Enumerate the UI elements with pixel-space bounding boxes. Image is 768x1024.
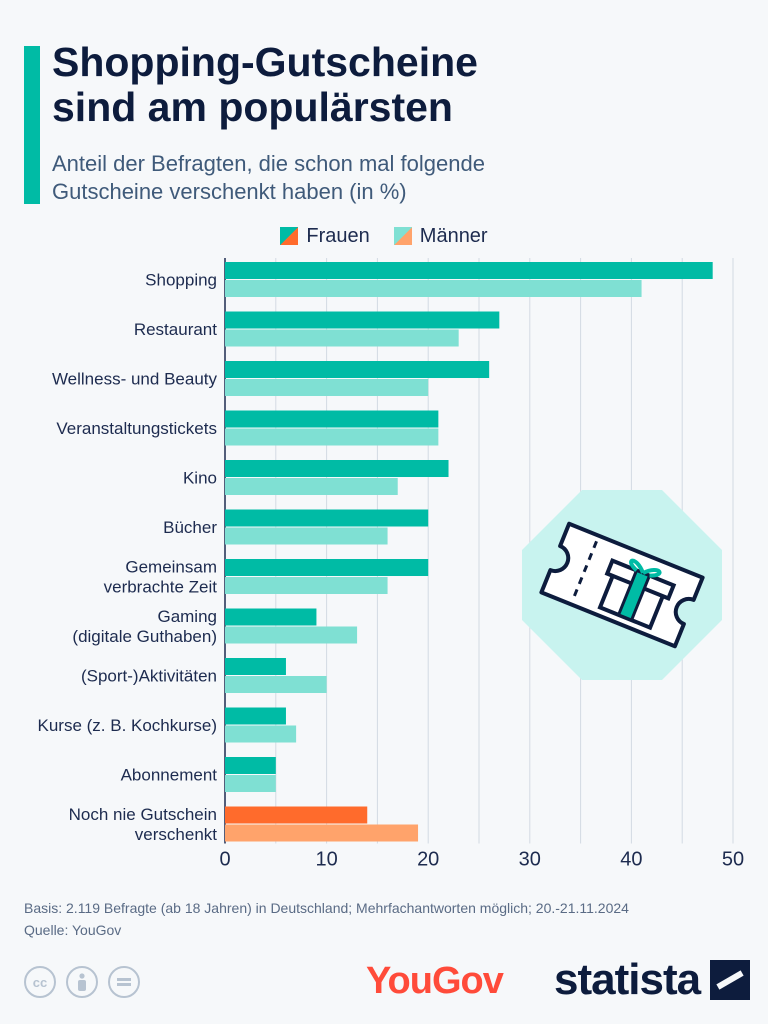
chart-title: Shopping-Gutscheine sind am populärsten <box>52 40 732 130</box>
category-label: verschenkt <box>135 825 217 844</box>
attribution-icon <box>66 966 98 998</box>
source-note: Quelle: YouGov <box>24 922 122 938</box>
bar-maenner <box>225 775 276 792</box>
category-label: Wellness- und Beauty <box>52 370 218 389</box>
bar-frauen <box>225 361 490 378</box>
legend-item-maenner: Männer <box>393 224 488 248</box>
cc-icon: cc <box>24 966 56 998</box>
statista-mark-icon <box>710 960 751 1000</box>
accent-bar <box>24 46 40 204</box>
category-label: (Sport-)Aktivitäten <box>81 667 217 686</box>
bar-frauen <box>225 559 429 576</box>
category-label: (digitale Guthaben) <box>72 627 217 646</box>
category-label: Gemeinsam <box>125 558 217 577</box>
bar-frauen <box>225 757 276 774</box>
basis-note: Basis: 2.119 Befragte (ab 18 Jahren) in … <box>24 900 629 916</box>
bar-maenner <box>225 676 327 693</box>
category-label: Restaurant <box>134 320 217 339</box>
category-label: Gaming <box>157 607 217 626</box>
x-tick-label: 0 <box>219 849 230 871</box>
category-label: Kurse (z. B. Kochkurse) <box>37 716 217 735</box>
category-label: Shopping <box>145 271 217 290</box>
category-label: Veranstaltungstickets <box>56 419 217 438</box>
bar-frauen <box>225 311 500 329</box>
cc-label: cc <box>32 974 48 990</box>
x-tick-label: 40 <box>620 849 642 871</box>
bar-frauen <box>225 509 429 527</box>
bar-maenner <box>225 478 398 495</box>
x-tick-label: 30 <box>519 849 541 871</box>
bar-maenner <box>225 626 358 644</box>
bar-frauen <box>225 806 368 824</box>
x-tick-label: 10 <box>315 849 337 871</box>
category-label: Noch nie Gutschein <box>69 805 217 824</box>
legend-item-frauen: Frauen <box>280 224 370 248</box>
bar-maenner <box>225 428 439 446</box>
title-line-1: Shopping-Gutscheine <box>52 39 478 85</box>
title-line-2: sind am populärsten <box>52 84 453 130</box>
no-derivatives-icon <box>108 966 140 998</box>
x-tick-label: 20 <box>417 849 439 871</box>
bar-frauen <box>225 262 713 279</box>
legend: Frauen Männer <box>0 222 768 250</box>
legend-label-maenner: Männer <box>419 224 488 247</box>
bar-maenner <box>225 824 419 842</box>
license-icons: cc <box>24 966 140 998</box>
category-label: Abonnement <box>121 766 218 785</box>
bar-frauen <box>225 658 286 675</box>
category-label: verbrachte Zeit <box>104 578 218 597</box>
bar-maenner <box>225 329 459 347</box>
bar-maenner <box>225 379 429 396</box>
x-tick-label: 50 <box>722 849 744 871</box>
bar-frauen <box>225 460 449 477</box>
statista-wordmark: statista <box>554 955 701 1004</box>
footnote: Basis: 2.119 Befragte (ab 18 Jahren) in … <box>24 897 744 941</box>
subtitle-line-1: Anteil der Befragten, die schon mal folg… <box>52 151 485 176</box>
category-label: Kino <box>183 469 217 488</box>
bar-maenner <box>225 280 642 297</box>
chart-subtitle: Anteil der Befragten, die schon mal folg… <box>52 150 732 206</box>
bar-maenner <box>225 725 297 743</box>
legend-swatch-maenner <box>393 227 412 245</box>
bar-frauen <box>225 608 317 626</box>
bar-frauen <box>225 410 439 428</box>
category-label: Bücher <box>163 518 217 537</box>
yougov-logo: YouGov <box>366 960 504 1002</box>
statista-logo: statista <box>554 955 751 1005</box>
subtitle-line-2: Gutscheine verschenkt haben (in %) <box>52 179 407 204</box>
bar-maenner <box>225 577 388 594</box>
gift-voucher-icon <box>522 490 722 680</box>
bar-maenner <box>225 527 388 545</box>
legend-label-frauen: Frauen <box>306 224 370 247</box>
bar-frauen <box>225 707 286 725</box>
legend-swatch-frauen <box>280 227 299 245</box>
bar-chart: 0 10 20 30 40 50 Shopping Restaurant Wellness- u… <box>37 258 744 871</box>
